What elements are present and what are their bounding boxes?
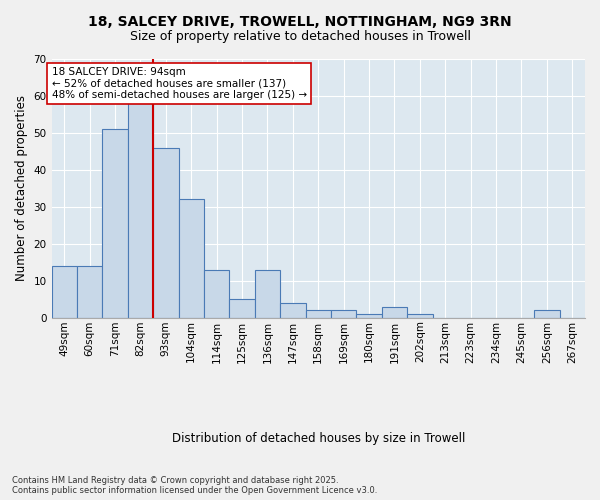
Text: 18 SALCEY DRIVE: 94sqm
← 52% of detached houses are smaller (137)
48% of semi-de: 18 SALCEY DRIVE: 94sqm ← 52% of detached… [52,67,307,100]
Bar [382,306,407,318]
Bar [305,310,331,318]
Bar [77,266,103,318]
Bar [229,299,255,318]
Bar [52,266,77,318]
Bar [128,100,153,318]
Bar [280,303,305,318]
Text: Size of property relative to detached houses in Trowell: Size of property relative to detached ho… [130,30,470,43]
Text: Contains HM Land Registry data © Crown copyright and database right 2025.
Contai: Contains HM Land Registry data © Crown c… [12,476,377,495]
Bar [534,310,560,318]
Bar [204,270,229,318]
X-axis label: Distribution of detached houses by size in Trowell: Distribution of detached houses by size … [172,432,465,445]
Bar [407,314,433,318]
Bar [331,310,356,318]
Text: 18, SALCEY DRIVE, TROWELL, NOTTINGHAM, NG9 3RN: 18, SALCEY DRIVE, TROWELL, NOTTINGHAM, N… [88,15,512,29]
Y-axis label: Number of detached properties: Number of detached properties [15,96,28,282]
Bar [153,148,179,318]
Bar [255,270,280,318]
Bar [103,129,128,318]
Bar [179,200,204,318]
Bar [356,314,382,318]
